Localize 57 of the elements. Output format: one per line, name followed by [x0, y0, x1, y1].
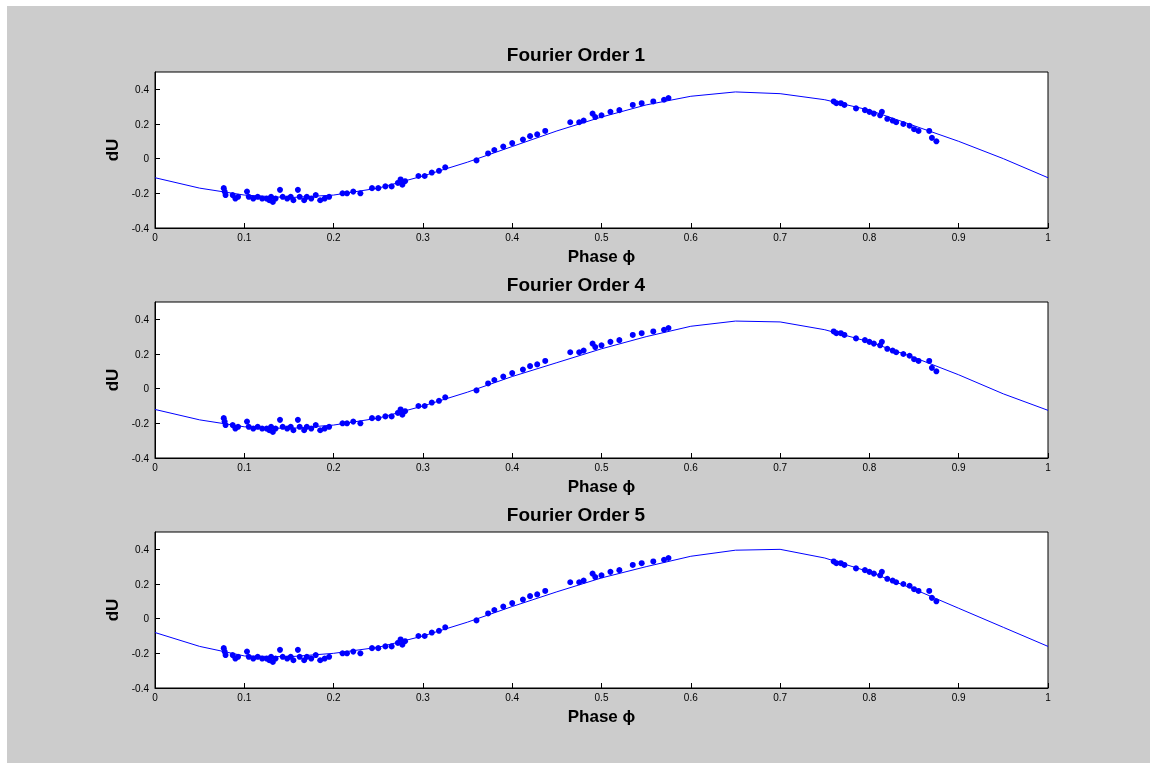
- y-tick-label: 0: [143, 613, 150, 625]
- x-tick-label: 0.5: [594, 231, 609, 243]
- x-tick-label: 0.2: [326, 691, 341, 703]
- x-tick-label: 0.3: [415, 231, 431, 243]
- x-tick-label: 0.8: [862, 231, 877, 243]
- x-tick-label: 0.5: [594, 461, 609, 473]
- x-tick-label: 0: [152, 461, 159, 473]
- y-tick-label: 0.2: [135, 348, 150, 360]
- x-tick-label: 0.8: [862, 691, 877, 703]
- x-tick-label: 0.3: [415, 461, 431, 473]
- y-tick-label: -0.2: [131, 187, 150, 199]
- x-tick-label: 0.8: [862, 461, 877, 473]
- y-axis-title: dU: [102, 598, 122, 622]
- x-tick-label: 0.1: [237, 231, 252, 243]
- x-tick-label: 0.9: [951, 231, 967, 243]
- x-tick-label: 0.2: [326, 461, 341, 473]
- x-tick-label: 0.2: [326, 231, 341, 243]
- y-tick-label: -0.2: [131, 417, 150, 429]
- x-tick-label: 0.4: [505, 691, 520, 703]
- x-tick-label: 0.7: [773, 231, 788, 243]
- y-tick-label: -0.4: [131, 222, 150, 234]
- y-tick-label: 0: [143, 383, 150, 395]
- x-tick-label: 0: [152, 691, 159, 703]
- x-tick-label: 0.7: [773, 461, 788, 473]
- x-tick-label: 0.1: [237, 691, 252, 703]
- x-tick-label: 0.3: [415, 691, 431, 703]
- x-tick-label: 1: [1045, 691, 1052, 703]
- chart-title: Fourier Order 4: [506, 274, 646, 295]
- x-tick-label: 0.6: [683, 461, 699, 473]
- x-tick-label: 0.9: [951, 461, 967, 473]
- x-tick-label: 0.7: [773, 691, 788, 703]
- y-tick-label: 0.2: [135, 578, 150, 590]
- x-tick-label: 0.6: [683, 691, 699, 703]
- chart-title: Fourier Order 1: [506, 44, 646, 65]
- y-axis-title: dU: [102, 368, 122, 392]
- y-axis-title: dU: [102, 138, 122, 162]
- x-tick-label: 0.4: [505, 231, 520, 243]
- x-tick-label: 0.5: [594, 691, 609, 703]
- y-tick-label: 0.4: [135, 83, 150, 95]
- x-tick-label: 0.4: [505, 461, 520, 473]
- y-tick-label: -0.4: [131, 682, 150, 694]
- y-tick-label: 0.4: [135, 313, 150, 325]
- y-tick-label: 0.2: [135, 118, 150, 130]
- x-tick-label: 0.9: [951, 691, 967, 703]
- y-tick-label: 0: [143, 153, 150, 165]
- x-tick-label: 0.6: [683, 231, 699, 243]
- y-tick-label: -0.4: [131, 452, 150, 464]
- x-axis-title: Phase ϕ: [567, 477, 636, 496]
- x-tick-label: 0: [152, 231, 159, 243]
- x-tick-label: 1: [1045, 231, 1052, 243]
- x-axis-title: Phase ϕ: [567, 247, 636, 266]
- y-tick-label: 0.4: [135, 543, 150, 555]
- chart-title: Fourier Order 5: [506, 504, 646, 525]
- x-tick-label: 0.1: [237, 461, 252, 473]
- x-axis-title: Phase ϕ: [567, 707, 636, 726]
- y-tick-label: -0.2: [131, 647, 150, 659]
- x-tick-label: 1: [1045, 461, 1052, 473]
